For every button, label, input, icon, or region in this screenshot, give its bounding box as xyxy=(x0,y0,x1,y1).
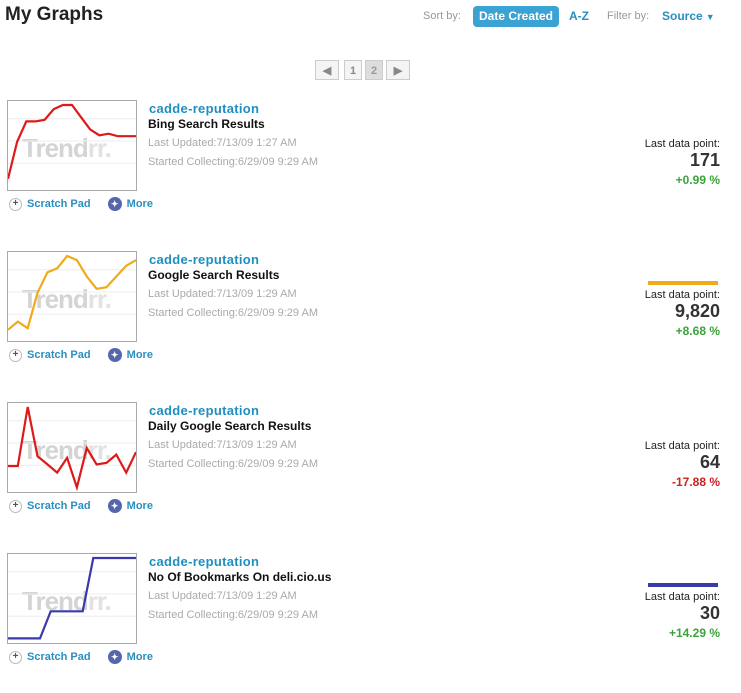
started-collecting-text: Started Collecting:6/29/09 9:29 AM xyxy=(148,307,318,319)
last-data-point-label: Last data point: xyxy=(644,440,720,452)
more-link[interactable]: More xyxy=(126,650,153,663)
pager-prev-button[interactable]: ◀ xyxy=(315,60,339,80)
last-data-point-label: Last data point: xyxy=(644,289,720,301)
filter-source-label: Source xyxy=(662,9,703,23)
sparkline-series xyxy=(8,406,136,492)
last-updated-text: Last Updated:7/13/09 1:29 AM xyxy=(148,590,297,602)
last-data-point-label: Last data point: xyxy=(644,591,720,603)
sort-az-link[interactable]: A-Z xyxy=(569,9,589,23)
last-data-point-value: 171 xyxy=(689,150,720,170)
graph-source-title: Bing Search Results xyxy=(148,117,265,131)
graph-actions: + Scratch Pad ✦ More xyxy=(9,197,153,211)
sort-label: Sort by: xyxy=(423,10,461,22)
sort-date-created-button[interactable]: Date Created xyxy=(473,6,559,27)
last-updated-text: Last Updated:7/13/09 1:27 AM xyxy=(148,137,297,149)
graph-source-title: Daily Google Search Results xyxy=(148,419,312,433)
change-percent: +14.29 % xyxy=(668,626,720,640)
graph-thumbnail[interactable]: Trendrr. xyxy=(7,402,137,493)
graph-source-title: No Of Bookmarks On deli.cio.us xyxy=(148,570,332,584)
wrench-icon: ✦ xyxy=(107,650,122,664)
more-link[interactable]: More xyxy=(126,499,153,512)
wrench-icon: ✦ xyxy=(107,348,122,362)
wrench-icon: ✦ xyxy=(107,499,122,513)
wrench-icon: ✦ xyxy=(107,197,122,211)
sparkline-chart xyxy=(8,406,136,492)
scratch-pad-link[interactable]: Scratch Pad xyxy=(27,197,91,210)
graph-card: Trendrr. cadde-reputation No Of Bookmark… xyxy=(0,553,741,683)
graph-source-title: Google Search Results xyxy=(148,268,280,282)
pager-page-2[interactable]: 2 xyxy=(365,60,383,80)
sparkline-chart xyxy=(8,254,136,331)
pager-next-button[interactable]: ▶ xyxy=(386,60,410,80)
graph-actions: + Scratch Pad ✦ More xyxy=(9,348,153,362)
last-data-point-value: 64 xyxy=(699,452,720,472)
more-link[interactable]: More xyxy=(126,197,153,210)
filter-source-dropdown[interactable]: Source ▼ xyxy=(662,9,715,23)
page-title: My Graphs xyxy=(5,4,104,25)
started-collecting-text: Started Collecting:6/29/09 9:29 AM xyxy=(148,609,318,621)
last-data-point-label: Last data point: xyxy=(644,138,720,150)
last-data-point-value: 30 xyxy=(699,603,720,623)
graph-name-link[interactable]: cadde-reputation xyxy=(149,554,260,569)
sparkline-chart xyxy=(8,103,136,180)
plus-icon: + xyxy=(9,197,22,211)
graph-card: Trendrr. cadde-reputation Google Search … xyxy=(0,251,741,381)
graph-thumbnail[interactable]: Trendrr. xyxy=(7,553,137,644)
series-color-bar xyxy=(648,281,718,285)
graph-thumbnail[interactable]: Trendrr. xyxy=(7,100,137,191)
sparkline-series xyxy=(8,254,136,331)
trendrr-watermark: Trendrr. xyxy=(22,435,112,465)
scratch-pad-link[interactable]: Scratch Pad xyxy=(27,650,91,663)
change-percent: +8.68 % xyxy=(675,324,720,338)
trendrr-watermark: Trendrr. xyxy=(22,133,112,163)
chevron-down-icon: ▼ xyxy=(705,12,715,22)
started-collecting-text: Started Collecting:6/29/09 9:29 AM xyxy=(148,156,318,168)
graph-name-link[interactable]: cadde-reputation xyxy=(149,403,260,418)
last-data-point-value: 9,820 xyxy=(674,301,720,321)
graph-thumbnail[interactable]: Trendrr. xyxy=(7,251,137,342)
more-link[interactable]: More xyxy=(126,348,153,361)
filter-label: Filter by: xyxy=(607,10,650,22)
sparkline-chart xyxy=(8,556,136,640)
scratch-pad-link[interactable]: Scratch Pad xyxy=(27,499,91,512)
scratch-pad-link[interactable]: Scratch Pad xyxy=(27,348,91,361)
plus-icon: + xyxy=(9,348,22,362)
graph-name-link[interactable]: cadde-reputation xyxy=(149,252,260,267)
sparkline-series xyxy=(8,556,136,640)
graph-actions: + Scratch Pad ✦ More xyxy=(9,499,153,513)
graph-card: Trendrr. cadde-reputation Bing Search Re… xyxy=(0,100,741,230)
series-color-bar xyxy=(648,583,718,587)
graph-actions: + Scratch Pad ✦ More xyxy=(9,650,153,664)
started-collecting-text: Started Collecting:6/29/09 9:29 AM xyxy=(148,458,318,470)
graph-card: Trendrr. cadde-reputation Daily Google S… xyxy=(0,402,741,532)
change-percent: -17.88 % xyxy=(671,475,720,489)
plus-icon: + xyxy=(9,650,22,664)
change-percent: +0.99 % xyxy=(675,173,720,187)
sparkline-series xyxy=(8,103,136,180)
last-updated-text: Last Updated:7/13/09 1:29 AM xyxy=(148,288,297,300)
last-updated-text: Last Updated:7/13/09 1:29 AM xyxy=(148,439,297,451)
pager-page-1[interactable]: 1 xyxy=(344,60,362,80)
graph-name-link[interactable]: cadde-reputation xyxy=(149,101,260,116)
plus-icon: + xyxy=(9,499,22,513)
